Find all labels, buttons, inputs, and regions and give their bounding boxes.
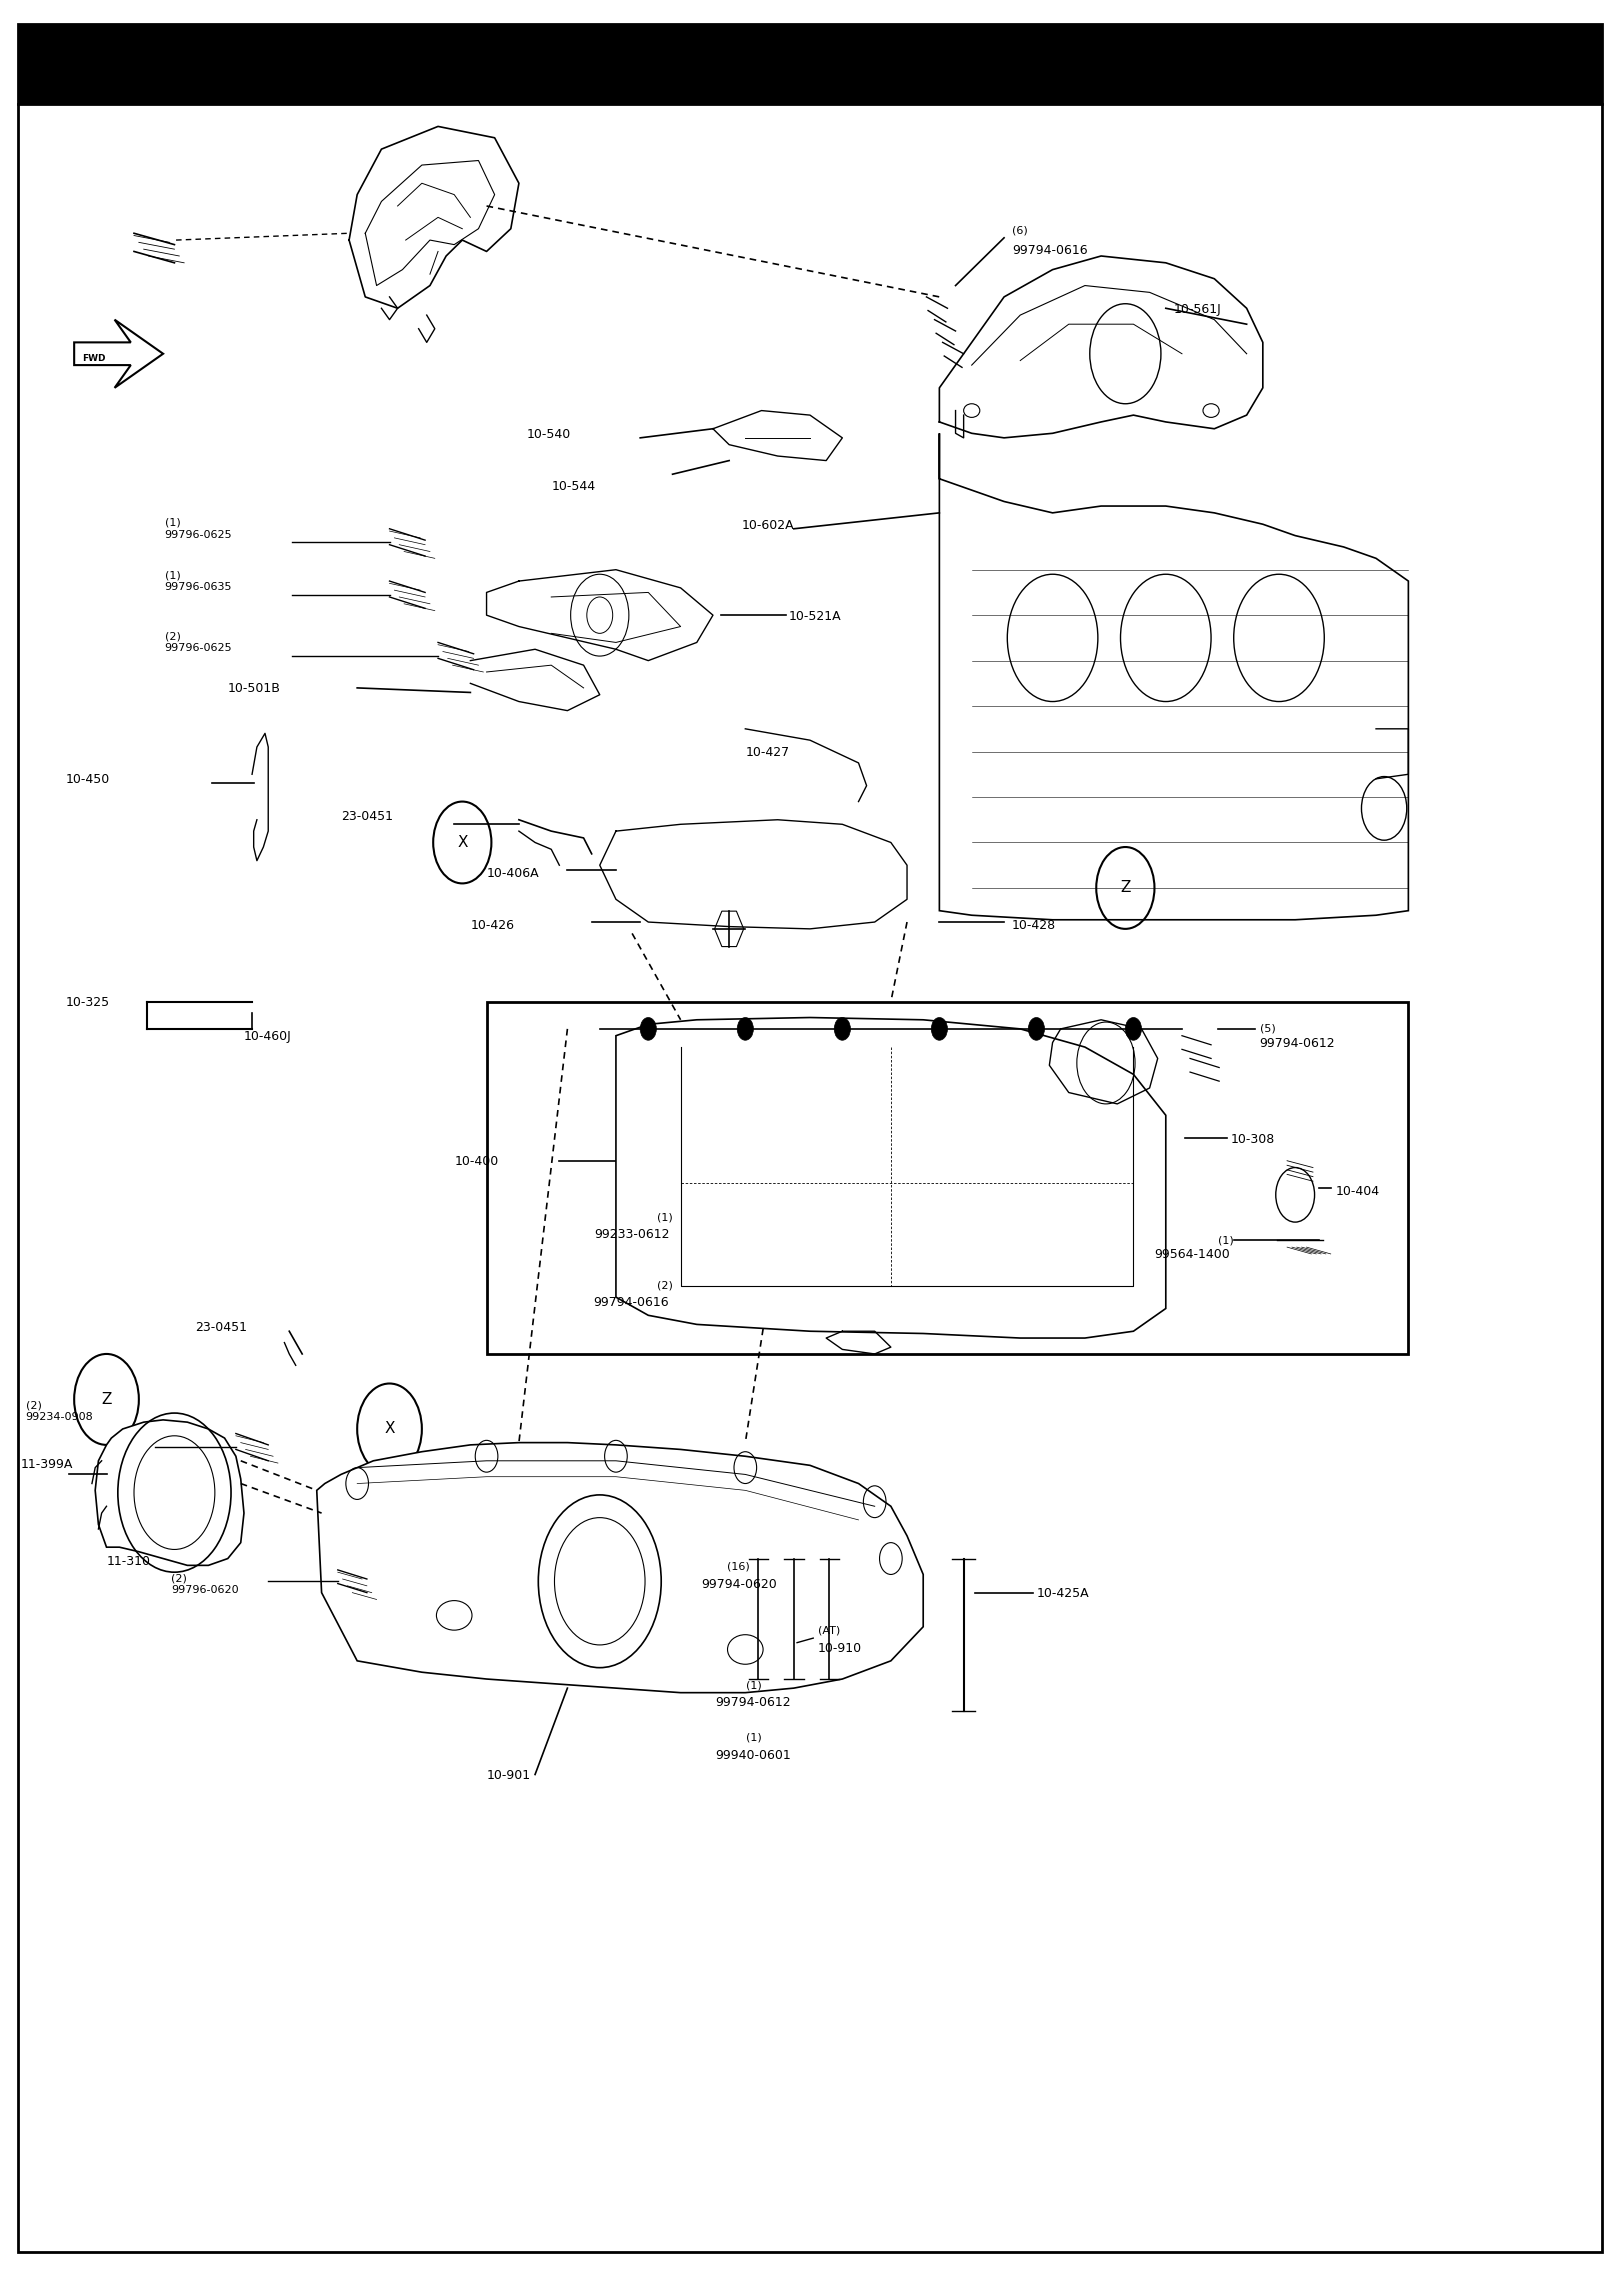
Text: (1): (1) (1218, 1236, 1234, 1245)
Text: 99564-1400: 99564-1400 (1155, 1250, 1231, 1261)
Text: 23-0451: 23-0451 (196, 1322, 248, 1334)
Circle shape (1126, 1017, 1142, 1040)
Text: (5): (5) (1260, 1024, 1275, 1033)
Text: (2)
99796-0620: (2) 99796-0620 (172, 1573, 238, 1595)
Text: (16): (16) (727, 1561, 750, 1573)
Circle shape (834, 1017, 851, 1040)
Text: 10-406A: 10-406A (486, 867, 539, 879)
Polygon shape (75, 319, 164, 387)
Circle shape (640, 1017, 656, 1040)
Polygon shape (940, 432, 1408, 920)
Text: 10-308: 10-308 (1231, 1133, 1275, 1145)
Bar (18, 25, 1602, 105)
Text: (2)
99796-0625: (2) 99796-0625 (165, 633, 232, 653)
Text: 10-404: 10-404 (1335, 1186, 1380, 1197)
Bar (486, 1001, 1408, 1354)
Text: 99794-0616: 99794-0616 (1012, 244, 1087, 257)
Text: 10-544: 10-544 (551, 480, 596, 494)
Text: (2): (2) (656, 1281, 672, 1290)
Text: 10-427: 10-427 (745, 747, 789, 760)
Circle shape (1029, 1017, 1045, 1040)
Text: 10-521A: 10-521A (789, 610, 842, 624)
Text: 99794-0612: 99794-0612 (716, 1696, 791, 1709)
Text: (W/O TURBO): (W/O TURBO) (66, 48, 211, 68)
Polygon shape (616, 1017, 1166, 1338)
Text: 10-426: 10-426 (470, 920, 515, 931)
Text: 10-450: 10-450 (66, 774, 110, 787)
Text: 10-460J: 10-460J (245, 1031, 292, 1042)
Text: 11-310: 11-310 (107, 1555, 151, 1568)
Text: (1): (1) (745, 1680, 761, 1691)
Text: X: X (384, 1422, 395, 1436)
Text: (1): (1) (656, 1213, 672, 1222)
Text: 10-325: 10-325 (66, 997, 110, 1008)
Text: 99794-0612: 99794-0612 (1260, 1038, 1335, 1049)
Text: (AT): (AT) (818, 1625, 841, 1636)
Text: 99794-0616: 99794-0616 (593, 1297, 669, 1309)
Text: Z: Z (102, 1393, 112, 1407)
Text: 10-910: 10-910 (818, 1641, 862, 1655)
Text: FWD: FWD (83, 353, 105, 362)
Polygon shape (96, 1420, 245, 1566)
Text: 10-561J: 10-561J (1174, 303, 1221, 316)
Text: (1)
99796-0635: (1) 99796-0635 (165, 571, 232, 592)
Polygon shape (318, 1443, 923, 1693)
Circle shape (737, 1017, 753, 1040)
Text: (6): (6) (1012, 225, 1029, 234)
Text: Z: Z (1119, 881, 1131, 894)
Text: 10-501B: 10-501B (228, 683, 280, 696)
Text: 10-425A: 10-425A (1037, 1586, 1089, 1600)
Text: 10-901: 10-901 (486, 1768, 531, 1782)
Text: X: X (457, 835, 468, 849)
Text: 99940-0601: 99940-0601 (716, 1748, 791, 1762)
Text: 11-399A: 11-399A (21, 1457, 73, 1470)
Text: 23-0451: 23-0451 (340, 810, 394, 822)
Text: 99233-0612: 99233-0612 (595, 1229, 669, 1240)
Text: 10-400: 10-400 (454, 1156, 499, 1168)
Text: (1): (1) (745, 1732, 761, 1743)
Text: 10-602A: 10-602A (742, 519, 794, 533)
Text: 10-428: 10-428 (1012, 920, 1056, 931)
Text: 10-540: 10-540 (526, 428, 572, 442)
Circle shape (931, 1017, 948, 1040)
Text: (1)
99796-0625: (1) 99796-0625 (165, 519, 232, 539)
Text: 99794-0620: 99794-0620 (701, 1577, 776, 1591)
Text: (2)
99234-0908: (2) 99234-0908 (26, 1400, 94, 1422)
